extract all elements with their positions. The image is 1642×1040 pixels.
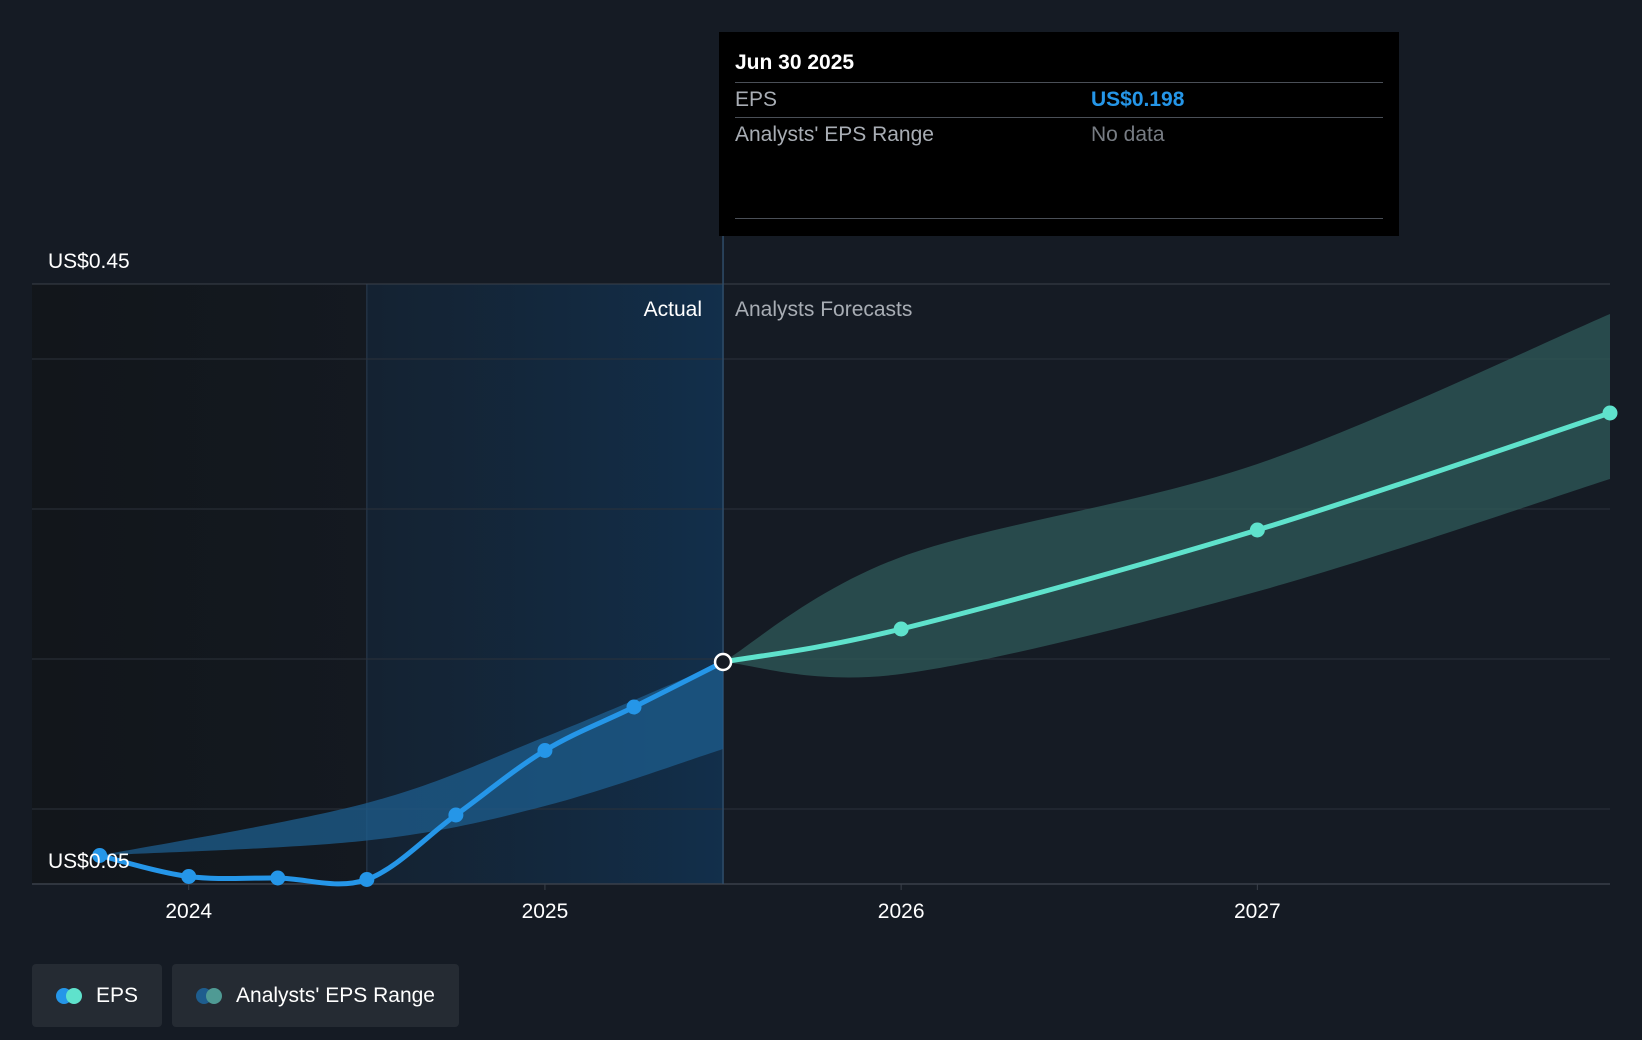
- range-legend-icon: [196, 987, 223, 1004]
- eps-actual-point: [270, 870, 286, 886]
- chart-legend: EPS Analysts' EPS Range: [32, 964, 459, 1027]
- eps-forecast-point: [1602, 405, 1618, 421]
- tooltip-date: Jun 30 2025: [735, 32, 1383, 83]
- x-tick-label: 2025: [522, 900, 569, 923]
- legend-label-range: Analysts' EPS Range: [236, 983, 435, 1007]
- legend-dot-forecast: [66, 987, 82, 1004]
- eps-actual-point: [181, 869, 197, 884]
- eps-actual-line: [97, 659, 726, 887]
- tooltip-row-range: Analysts' EPS Range No data: [735, 118, 1383, 152]
- tooltip-range-value: No data: [1091, 123, 1165, 146]
- y-axis-bottom-label: US$0.05: [48, 850, 130, 873]
- actual-region-label: Actual: [644, 298, 702, 321]
- hover-tooltip: Jun 30 2025 EPS US$0.198 Analysts' EPS R…: [719, 32, 1399, 236]
- y-axis-top-label: US$0.45: [48, 250, 130, 273]
- legend-label-eps: EPS: [96, 983, 139, 1007]
- eps-forecast-point: [893, 621, 909, 637]
- eps-actual-point: [537, 743, 553, 758]
- eps-range-band-forecast: [723, 314, 1610, 678]
- tooltip-divider: [735, 218, 1383, 219]
- x-tick-label: 2027: [1234, 900, 1281, 923]
- eps-forecast-line: [720, 410, 1613, 665]
- tooltip-eps-key: EPS: [735, 88, 778, 111]
- legend-item-eps[interactable]: EPS: [32, 964, 163, 1027]
- eps-actual-point: [448, 807, 464, 823]
- eps-actual-point: [626, 699, 642, 715]
- eps-actual-point: [92, 848, 108, 863]
- past-region-shade: [32, 284, 367, 884]
- eps-range-band-actual: [99, 662, 724, 856]
- x-tick-label: 2024: [165, 900, 212, 923]
- tooltip-eps-value: US$0.198: [1091, 88, 1185, 111]
- legend-dot-range-forecast: [206, 987, 223, 1004]
- tooltip-row-eps: EPS US$0.198: [735, 83, 1383, 118]
- eps-legend-icon: [56, 987, 82, 1004]
- hovered-eps-point: [713, 652, 733, 672]
- eps-actual-point: [359, 872, 375, 887]
- tooltip-range-key: Analysts' EPS Range: [735, 123, 934, 146]
- x-tick-label: 2026: [878, 900, 925, 923]
- forecast-region-label: Analysts Forecasts: [735, 298, 912, 321]
- legend-item-range[interactable]: Analysts' EPS Range: [172, 964, 459, 1027]
- eps-forecast-point: [1249, 522, 1265, 538]
